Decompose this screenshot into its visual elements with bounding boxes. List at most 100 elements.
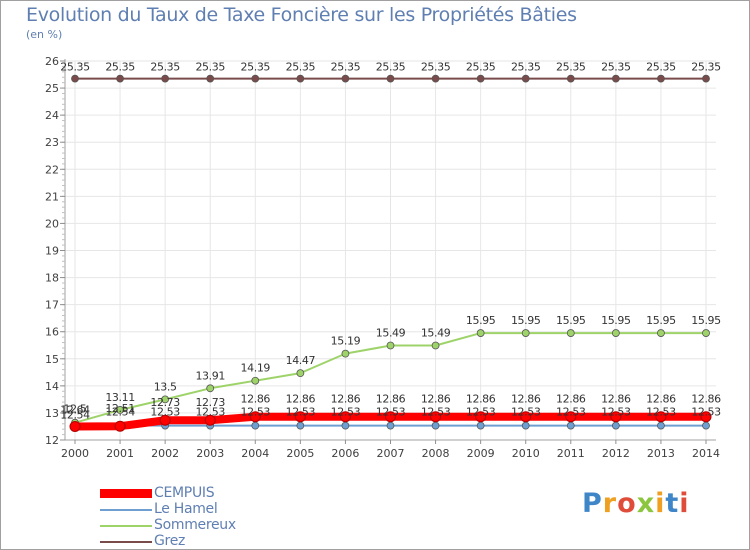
data-label-le-hamel: 12.53	[691, 406, 721, 419]
y-tick-label: 17	[45, 299, 59, 312]
point-cempuis	[294, 411, 306, 423]
data-label-le-hamel: 12.53	[601, 406, 631, 419]
x-tick-label: 2014	[692, 447, 720, 460]
point-sommereux	[206, 384, 215, 393]
point-cempuis	[520, 411, 532, 423]
data-label-le-hamel: 12.53	[421, 406, 451, 419]
data-label-grez: 25.35	[195, 61, 225, 74]
point-le-hamel	[702, 421, 710, 430]
point-cempuis	[249, 411, 261, 423]
legend-swatch-cempuis	[100, 489, 152, 498]
point-cempuis	[610, 411, 622, 423]
point-cempuis	[159, 414, 171, 426]
x-tick-label: 2011	[557, 447, 585, 460]
data-label-sommereux: 15.19	[331, 335, 361, 348]
y-tick-label: 20	[45, 217, 59, 230]
chart-title: Evolution du Taux de Taxe Foncière sur l…	[26, 4, 577, 26]
data-label-cempuis: 12.86	[376, 393, 406, 406]
data-label-cempuis: 12.86	[421, 393, 451, 406]
data-label-grez: 25.35	[376, 61, 406, 74]
point-cempuis	[339, 411, 351, 423]
data-label-sommereux: 15.95	[601, 314, 631, 327]
y-tick-label: 14	[45, 380, 59, 393]
data-label-grez: 25.35	[105, 61, 135, 74]
point-le-hamel	[657, 421, 665, 430]
data-label-sommereux: 14.47	[286, 354, 316, 367]
point-cempuis	[114, 420, 126, 432]
point-sommereux	[341, 349, 350, 358]
x-tick-label: 2006	[331, 447, 359, 460]
point-grez	[341, 74, 350, 83]
point-le-hamel	[386, 421, 395, 430]
data-label-sommereux: 14.19	[241, 362, 271, 375]
y-tick-label: 12	[45, 434, 59, 447]
point-sommereux	[386, 341, 395, 350]
data-label-grez: 25.35	[241, 61, 271, 74]
point-cempuis	[655, 411, 667, 423]
data-label-grez: 25.35	[511, 61, 541, 74]
data-label-cempuis: 12.86	[241, 393, 271, 406]
data-label-cempuis: 12.86	[331, 393, 361, 406]
data-label-cempuis: 12.73	[195, 396, 225, 409]
data-label-cempuis: 12.86	[511, 393, 541, 406]
point-grez	[386, 74, 395, 83]
data-label-sommereux: 15.95	[556, 314, 586, 327]
data-label-le-hamel: 12.53	[195, 406, 225, 419]
point-sommereux	[521, 329, 530, 337]
data-label-grez: 25.35	[646, 61, 676, 74]
data-label-cempuis: 12.73	[150, 396, 180, 409]
x-tick-label: 2001	[106, 447, 134, 460]
data-label-cempuis: 12.86	[646, 393, 676, 406]
point-grez	[566, 74, 575, 83]
y-tick-label: 15	[45, 353, 59, 366]
point-le-hamel	[521, 421, 530, 430]
data-label-sommereux: 13.91	[195, 369, 225, 382]
data-label-grez: 25.35	[286, 61, 316, 74]
legend-swatch-le-hamel	[100, 509, 152, 511]
point-le-hamel	[431, 421, 440, 430]
data-label-grez: 25.35	[601, 61, 631, 74]
data-label-grez: 25.35	[421, 61, 451, 74]
data-label-le-hamel: 12.53	[331, 406, 361, 419]
x-tick-label: 2000	[61, 447, 89, 460]
data-label-le-hamel: 12.53	[466, 406, 496, 419]
point-grez	[702, 74, 710, 83]
data-label-sommereux: 13.11	[105, 391, 135, 404]
point-cempuis	[430, 411, 442, 423]
data-label-cempuis: 12.51	[105, 402, 135, 415]
point-grez	[71, 74, 79, 83]
data-label-cempuis: 12.5	[64, 402, 87, 415]
data-label-grez: 25.35	[466, 61, 496, 74]
x-tick-label: 2013	[647, 447, 675, 460]
point-cempuis	[565, 411, 577, 423]
x-tick-label: 2003	[196, 447, 224, 460]
data-label-le-hamel: 12.54	[105, 405, 135, 418]
point-grez	[251, 74, 260, 83]
point-grez	[161, 74, 170, 83]
y-tick-label: 23	[45, 136, 59, 149]
legend-swatch-grez	[100, 541, 152, 543]
x-tick-label: 2004	[241, 447, 269, 460]
point-le-hamel	[476, 421, 485, 430]
x-tick-label: 2010	[512, 447, 540, 460]
axes: 12 13 14 15 16 17 18 19 20 21 22 23 24 25 26 2000 2001 20…	[45, 55, 720, 460]
point-sommereux	[161, 395, 170, 404]
data-label-le-hamel: 12.53	[556, 406, 586, 419]
point-grez	[206, 74, 215, 83]
data-labels: 25.35 25.35 25.35 25.35 25.35 25.35 25.35 25.35…	[60, 61, 721, 422]
point-le-hamel	[611, 421, 620, 430]
point-cempuis	[69, 420, 81, 432]
x-tick-label: 2007	[377, 447, 405, 460]
data-label-grez: 25.35	[331, 61, 361, 74]
data-label-cempuis: 12.86	[556, 393, 586, 406]
point-sommereux	[702, 329, 710, 337]
data-label-le-hamel: 12.53	[241, 406, 271, 419]
point-le-hamel	[566, 421, 575, 430]
data-label-sommereux: 15.95	[511, 314, 541, 327]
data-label-sommereux: 15.95	[691, 314, 721, 327]
data-label-le-hamel: 12.53	[150, 406, 180, 419]
point-cempuis	[475, 411, 487, 423]
y-tick-label: 25	[45, 82, 59, 95]
